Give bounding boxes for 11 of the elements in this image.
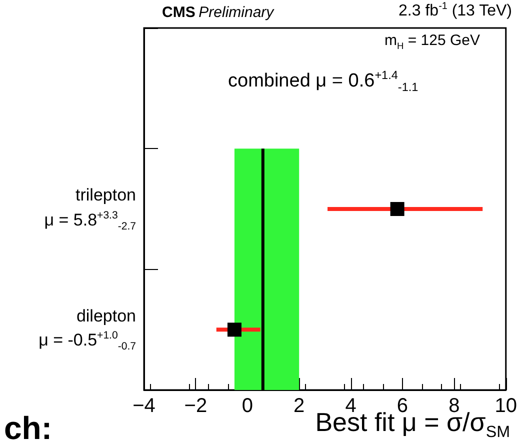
annotation: m$_{H}$ = 125 GeV [384,32,480,52]
chart-title: CMS Preliminary [162,4,276,21]
text: ch: [4,410,52,446]
x-tick-label: 10 [494,395,517,417]
x-tick-label: −2 [184,395,208,417]
x-tick-label: 6 [396,395,408,417]
x-tick-label: −4 [132,395,156,417]
x-tick-label: 0 [242,395,253,417]
chart-subtitle: 2.3 fb$^{-1}$ (13 TeV) [398,1,512,20]
x-tick-label: 2 [294,395,305,417]
x-tick-label: 8 [448,395,460,417]
